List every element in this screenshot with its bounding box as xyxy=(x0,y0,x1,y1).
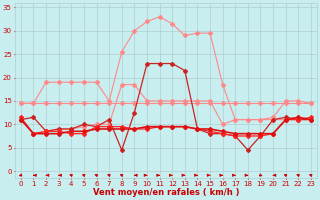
X-axis label: Vent moyen/en rafales ( km/h ): Vent moyen/en rafales ( km/h ) xyxy=(92,188,239,197)
